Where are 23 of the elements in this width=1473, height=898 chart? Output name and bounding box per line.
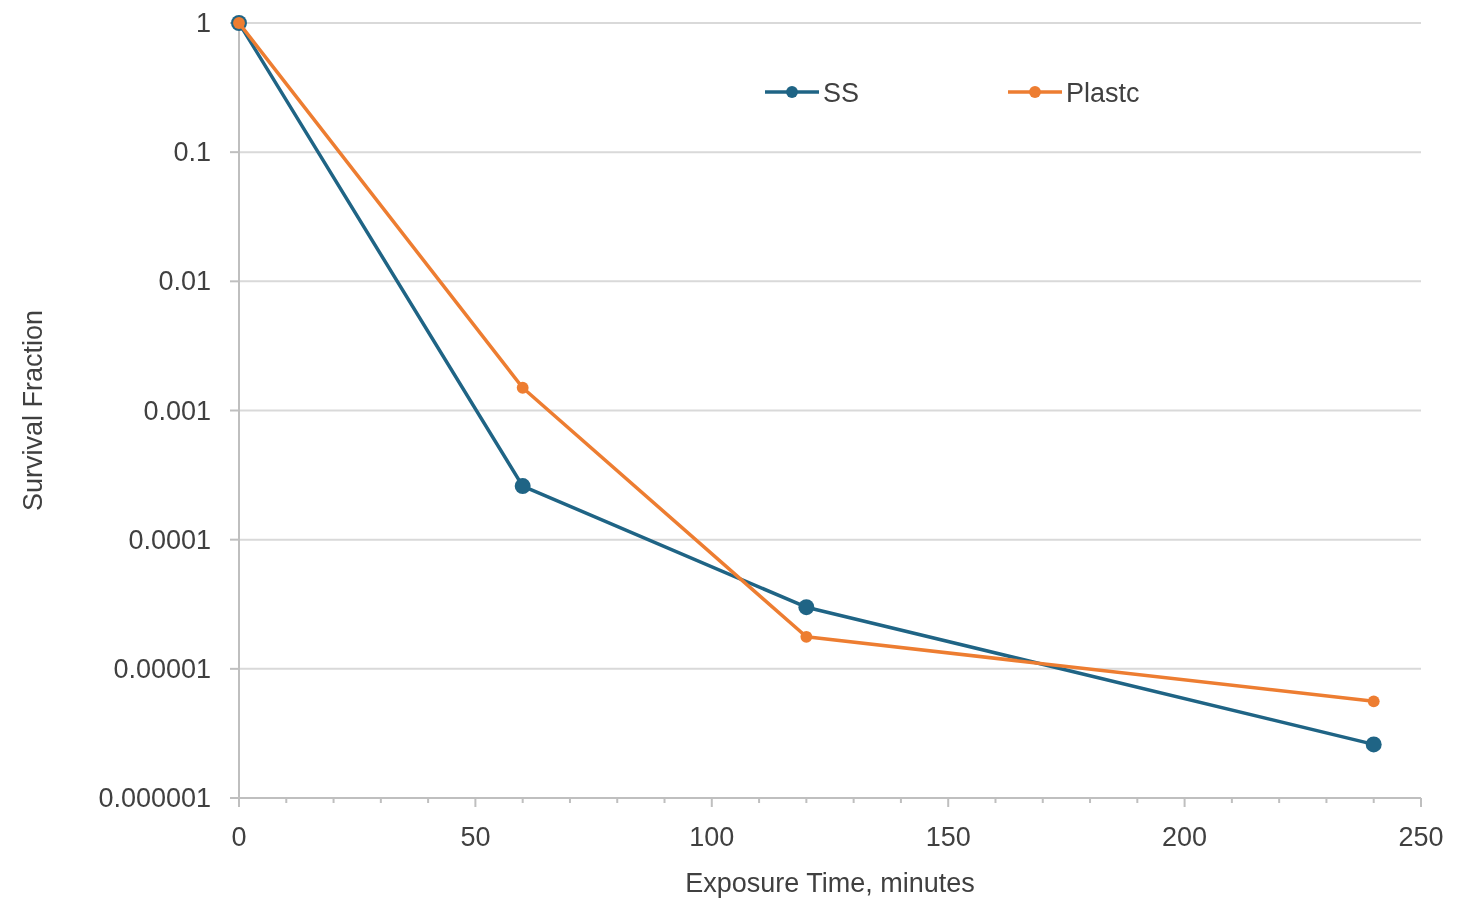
y-axis-title: Survival Fraction [18,309,48,512]
legend-label: SS [823,78,860,108]
point [516,381,529,394]
y-tick-label: 0.000001 [98,783,211,813]
legend-label: Plastc [1066,78,1140,108]
point [798,599,815,616]
y-tick-label: 0.01 [158,266,211,297]
point [514,478,531,495]
y-tick-label: 0.1 [173,137,211,168]
x-tick-label: 250 [1398,822,1444,852]
y-tick-label: 0.00001 [113,653,211,684]
point [1365,736,1382,753]
y-tick-label: 0.001 [143,395,211,426]
point [800,630,813,643]
x-tick-label: 50 [460,822,491,852]
x-tick-label: 150 [925,822,971,852]
y-tick-label: 1 [195,8,211,38]
y-tick-label: 0.0001 [128,524,211,555]
point [1367,695,1380,708]
x-tick-label: 100 [689,822,735,852]
x-axis-title: Exposure Time, minutes [685,868,975,898]
x-tick-label: 0 [231,822,247,852]
x-tick-label: 200 [1162,822,1208,852]
